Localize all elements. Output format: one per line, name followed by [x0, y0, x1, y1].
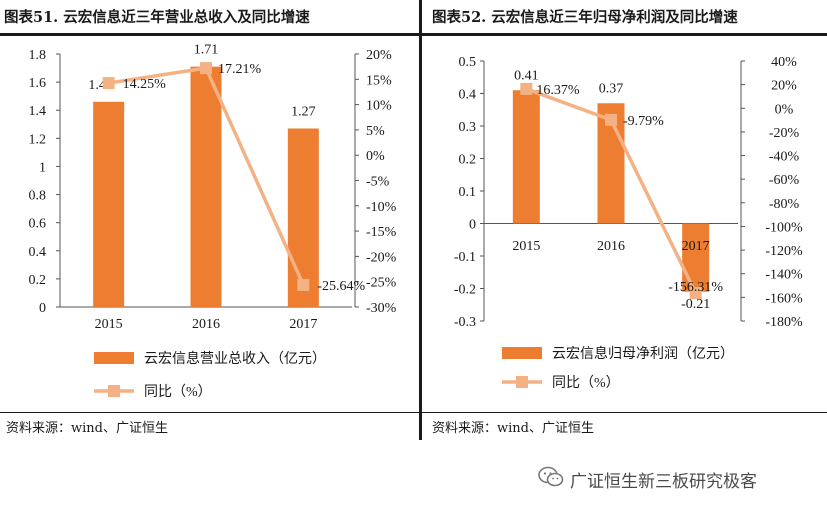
growth-rate-marker	[297, 278, 310, 291]
left-chart-title: 图表51. 云宏信息近三年营业总收入及同比增速	[4, 9, 310, 26]
right-axis-tick-label: 40%	[771, 55, 797, 70]
right-axis-tick-label: 20%	[771, 79, 797, 94]
legend-bar-label: 云宏信息营业总收入（亿元）	[144, 350, 326, 367]
left-source-rule	[0, 412, 419, 413]
left-axis-tick-label: 0	[39, 301, 46, 316]
right-axis-tick-label: -40%	[769, 150, 800, 165]
right-axis-tick-label: -20%	[769, 126, 800, 141]
left-chart: 0 0.2 0.4 0.6 0.8 1 1.2 1.4 1.6 1.8 -30% -25% -20% -1…	[29, 43, 397, 400]
left-axis-tick-label: 0.8	[29, 189, 47, 204]
growth-rate-label: -156.31%	[668, 280, 723, 295]
left-axis-tick-label: 0.3	[459, 120, 477, 135]
legend-bar-swatch	[502, 347, 542, 359]
right-axis-tick-label: 15%	[366, 73, 392, 88]
left-axis-tick-label: -0.2	[454, 283, 476, 298]
watermark-text: 广证恒生新三板研究极客	[570, 471, 757, 492]
left-axis-tick-label: 0.2	[459, 153, 477, 168]
legend-bar-label: 云宏信息归母净利润（亿元）	[552, 345, 734, 362]
left-axis-tick-label: 1.2	[29, 132, 47, 147]
right-axis-tick-label: 0%	[775, 102, 794, 117]
category-label: 2017	[289, 317, 317, 332]
right-axis-tick-label: -140%	[765, 268, 803, 283]
right-title-rule	[422, 33, 827, 36]
left-source: 资料来源：wind、广证恒生	[6, 421, 168, 436]
right-source-rule	[422, 412, 827, 413]
right-axis-tick-label: -20%	[366, 250, 397, 265]
right-axis-tick-label: -15%	[366, 225, 397, 240]
left-axis-tick-label: 0.1	[459, 185, 477, 200]
legend-line-marker	[516, 376, 528, 388]
bar-value-label: 0.41	[514, 68, 539, 83]
right-axis-tick-label: -25%	[366, 276, 397, 291]
category-label: 2017	[682, 239, 710, 254]
left-axis-tick-label: 0.2	[29, 273, 47, 288]
left-axis-tick-label: 0.4	[459, 88, 477, 103]
right-axis-tick-label: -60%	[769, 173, 800, 188]
growth-rate-label: 17.21%	[218, 62, 262, 77]
growth-rate-marker	[605, 113, 617, 126]
bar-value-label: 1.27	[291, 104, 316, 119]
growth-rate-label: 16.37%	[536, 83, 580, 98]
category-label: 2016	[192, 317, 220, 332]
bar	[512, 90, 540, 224]
left-axis-tick-label: 0.6	[29, 217, 47, 232]
legend-line-marker	[108, 385, 120, 397]
bar-value-label: 1.71	[194, 43, 219, 58]
left-axis-tick-label: 1.4	[29, 104, 47, 119]
growth-rate-marker	[520, 82, 533, 95]
legend-line-label: 同比（%）	[552, 375, 620, 391]
growth-rate-label: -9.79%	[623, 114, 664, 129]
right-axis-tick-label: 10%	[366, 99, 392, 114]
left-axis-tick-label: 1.6	[29, 76, 47, 91]
bar	[682, 223, 710, 292]
right-source: 资料来源：wind、广证恒生	[432, 421, 594, 436]
growth-rate-marker	[200, 62, 212, 75]
category-label: 2016	[597, 239, 625, 254]
right-axis-tick-label: -120%	[765, 244, 803, 259]
growth-rate-marker	[689, 287, 702, 300]
right-axis-tick-label: -30%	[366, 301, 397, 316]
left-axis-tick-label: -0.3	[454, 315, 476, 330]
right-chart-title: 图表52. 云宏信息近三年归母净利润及同比增速	[432, 9, 738, 26]
right-axis-tick-label: -180%	[765, 315, 803, 330]
panel-divider	[419, 0, 422, 440]
watermark: 广证恒生新三板研究极客	[538, 466, 757, 493]
bar-value-label: 0.37	[599, 81, 624, 96]
category-label: 2015	[512, 239, 540, 254]
right-axis-tick-label: -160%	[765, 291, 803, 306]
right-axis-tick-label: 5%	[366, 124, 385, 139]
left-axis-tick-label: 0.5	[459, 55, 477, 70]
right-axis-tick-label: -5%	[366, 175, 390, 190]
growth-rate-label: -25.64%	[317, 279, 365, 294]
bar-value-label: -0.21	[681, 297, 710, 312]
wechat-icon	[538, 466, 564, 493]
left-axis-tick-label: 1.8	[29, 48, 47, 63]
right-axis-tick-label: 20%	[366, 48, 392, 63]
right-chart: -0.3 -0.2 -0.1 0 0.1 0.2 0.3 0.4 0.5 -180% -160% -1…	[454, 55, 803, 391]
right-axis-tick-label: -100%	[765, 220, 803, 235]
legend-bar-swatch	[94, 352, 134, 364]
legend-line-label: 同比（%）	[144, 384, 212, 400]
bar	[93, 101, 125, 308]
right-axis-tick-label: 0%	[366, 149, 385, 164]
bar	[287, 128, 319, 307]
category-label: 2015	[95, 317, 123, 332]
left-axis-tick-label: -0.1	[454, 250, 476, 265]
left-axis-tick-label: 0.4	[29, 245, 47, 260]
growth-rate-label: 14.25%	[123, 77, 166, 92]
left-axis-tick-label: 0	[469, 218, 476, 233]
left-axis-tick-label: 1	[39, 160, 46, 175]
right-axis-tick-label: -80%	[769, 197, 800, 212]
bar	[190, 66, 222, 308]
growth-rate-marker	[102, 77, 115, 90]
left-title-rule	[0, 33, 419, 36]
right-axis-tick-label: -10%	[366, 200, 397, 215]
